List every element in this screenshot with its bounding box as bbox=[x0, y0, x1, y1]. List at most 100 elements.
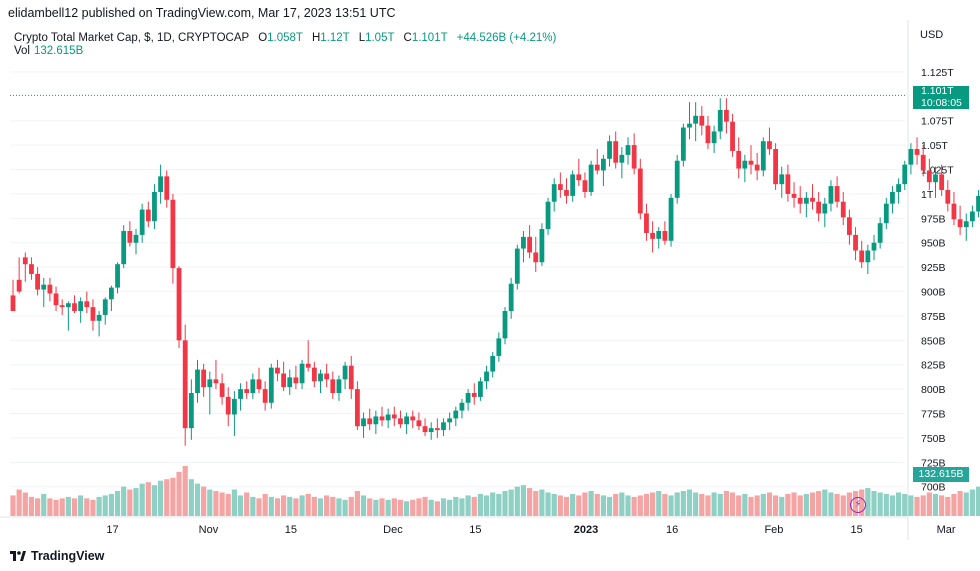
candle-body bbox=[207, 379, 213, 388]
x-tick-label: 15 bbox=[469, 524, 481, 536]
candle-body bbox=[391, 414, 397, 419]
candle-body bbox=[311, 367, 317, 382]
volume-bar bbox=[367, 498, 373, 516]
volume-bar bbox=[828, 492, 834, 516]
candle-body bbox=[275, 367, 280, 374]
y-tick-label: 975B bbox=[921, 213, 946, 225]
volume-bar bbox=[299, 495, 305, 516]
volume-bar bbox=[551, 493, 557, 516]
candle-body bbox=[730, 121, 735, 151]
candle-body bbox=[152, 191, 157, 222]
candle-body bbox=[803, 197, 809, 204]
volume-bar bbox=[342, 499, 348, 516]
volume-bar bbox=[250, 496, 256, 516]
candle-body bbox=[342, 365, 348, 380]
volume-bar bbox=[613, 493, 619, 516]
candle-body bbox=[545, 201, 551, 230]
volume-bar bbox=[914, 496, 920, 516]
candle-body bbox=[687, 123, 692, 128]
volume-bar bbox=[797, 495, 803, 516]
candle-body bbox=[35, 273, 40, 290]
candle-body bbox=[939, 174, 945, 191]
candle-body bbox=[268, 367, 274, 403]
volume-bar bbox=[379, 498, 385, 516]
candle-body bbox=[176, 268, 182, 341]
candle-body bbox=[16, 279, 22, 292]
volume-bar bbox=[908, 495, 914, 516]
volume-bar bbox=[883, 493, 889, 516]
volume-bar bbox=[78, 495, 84, 516]
volume-bar bbox=[533, 491, 539, 516]
currency-label[interactable]: USD bbox=[920, 29, 944, 41]
candle-body bbox=[84, 301, 90, 308]
volume-bar bbox=[816, 491, 822, 516]
volume-label: Vol bbox=[14, 45, 30, 57]
volume-bar bbox=[65, 496, 71, 516]
volume-bar bbox=[404, 501, 410, 516]
candle-body bbox=[324, 373, 330, 380]
open-label: O bbox=[258, 32, 268, 44]
volume-bar bbox=[28, 496, 35, 516]
candle-body bbox=[170, 199, 176, 269]
bar-countdown: 10:08:05 bbox=[921, 96, 962, 109]
tradingview-brand[interactable]: TradingView bbox=[10, 549, 104, 563]
volume-bar bbox=[490, 492, 496, 516]
volume-bar bbox=[96, 496, 102, 516]
candle-body bbox=[182, 340, 188, 429]
volume-bar bbox=[600, 495, 606, 516]
chart-legend: Crypto Total Market Cap, $, 1D, CRYPTOCA… bbox=[14, 31, 556, 45]
candle-body bbox=[847, 217, 852, 235]
candle-body bbox=[699, 115, 705, 126]
lightning-icon[interactable]: ⚡ bbox=[850, 497, 866, 513]
candle-body bbox=[957, 219, 963, 228]
volume-bar bbox=[926, 492, 932, 516]
volume-bar bbox=[748, 496, 754, 516]
candle-body bbox=[914, 149, 920, 155]
volume-bar bbox=[643, 493, 650, 516]
candle-body bbox=[816, 201, 822, 214]
volume-bar bbox=[705, 495, 711, 516]
candle-body bbox=[945, 190, 951, 204]
volume-bar bbox=[557, 495, 563, 516]
candle-body bbox=[865, 250, 871, 263]
candle-body bbox=[447, 418, 453, 423]
candle-body bbox=[693, 115, 699, 124]
volume-bar bbox=[397, 499, 404, 516]
volume-bar bbox=[90, 499, 96, 516]
volume-bar bbox=[434, 501, 440, 516]
candle-body bbox=[754, 164, 760, 171]
high-value: 1.12T bbox=[320, 32, 350, 44]
volume-bar bbox=[281, 495, 287, 516]
candle-body bbox=[521, 236, 526, 249]
candle-body bbox=[348, 365, 354, 390]
candle-body bbox=[416, 420, 422, 427]
volume-bar bbox=[139, 483, 145, 516]
candle-body bbox=[582, 180, 588, 192]
candle-body bbox=[951, 203, 957, 220]
candle-body bbox=[539, 229, 545, 263]
high-label: H bbox=[311, 32, 321, 44]
volume-bar bbox=[225, 493, 231, 516]
y-tick-label: 1T bbox=[921, 189, 934, 201]
candle-body bbox=[650, 232, 655, 239]
volume-bar bbox=[773, 495, 779, 516]
candle-body bbox=[570, 174, 576, 196]
volume-bar bbox=[668, 495, 674, 516]
x-tick-label: 17 bbox=[106, 524, 118, 536]
volume-value: 132.615B bbox=[34, 45, 84, 57]
candle-body bbox=[484, 371, 489, 382]
low-value: 1.05T bbox=[365, 32, 395, 44]
symbol-title[interactable]: Crypto Total Market Cap, $, 1D, CRYPTOCA… bbox=[14, 32, 249, 44]
volume-bar bbox=[570, 493, 576, 516]
candle-body bbox=[791, 193, 797, 198]
y-tick-label: 800B bbox=[921, 384, 946, 396]
candle-body bbox=[926, 170, 932, 183]
y-tick-label: 875B bbox=[921, 311, 946, 323]
candle-body bbox=[871, 242, 877, 251]
volume-bar bbox=[877, 492, 883, 516]
candle-body bbox=[336, 379, 342, 394]
volume-bar bbox=[428, 499, 434, 516]
volume-bar bbox=[754, 495, 760, 516]
volume-bar bbox=[440, 498, 447, 516]
